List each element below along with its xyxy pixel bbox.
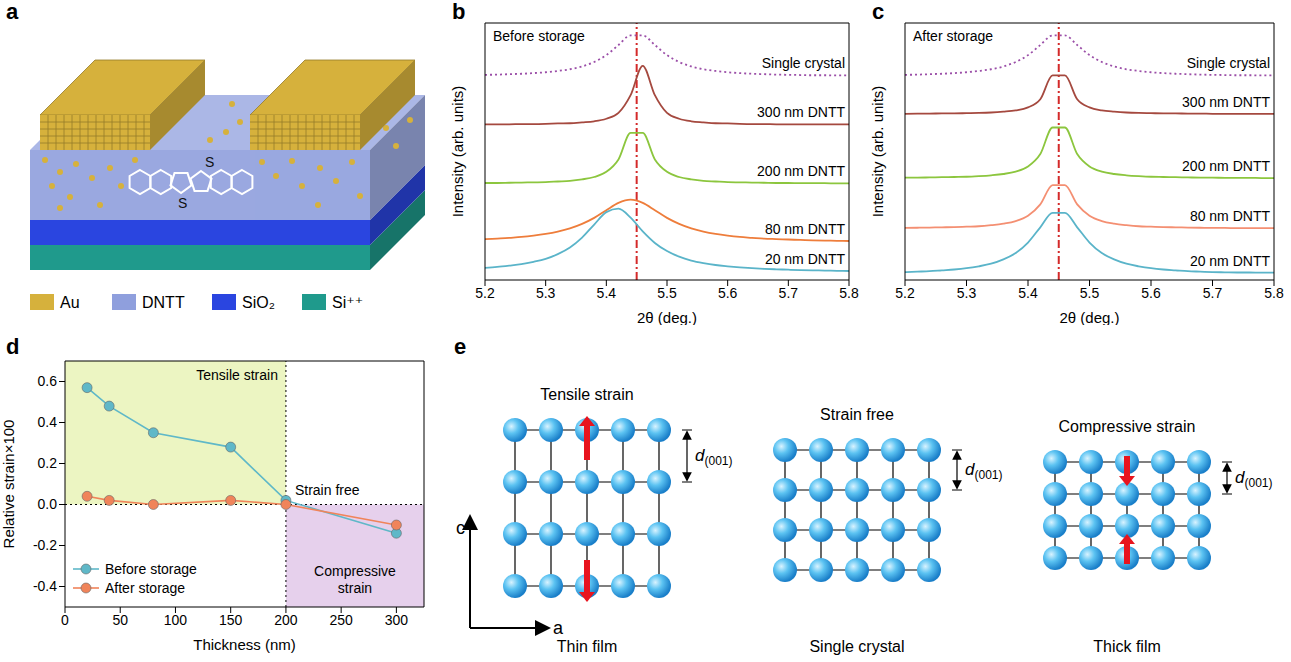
svg-text:100: 100	[164, 612, 188, 628]
svg-text:Thin film: Thin film	[557, 638, 617, 655]
svg-text:d(001): d(001)	[695, 446, 732, 468]
svg-text:5.8: 5.8	[839, 285, 859, 301]
svg-text:Single crystal: Single crystal	[762, 55, 845, 71]
svg-text:300: 300	[385, 612, 409, 628]
svg-text:5.4: 5.4	[597, 285, 617, 301]
svg-text:5.6: 5.6	[1141, 285, 1161, 301]
svg-text:5.6: 5.6	[718, 285, 738, 301]
svg-text:5.4: 5.4	[1018, 285, 1038, 301]
svg-text:Intensity (arb. units): Intensity (arb. units)	[450, 86, 466, 218]
svg-text:Tensile strain: Tensile strain	[540, 386, 633, 403]
svg-text:200 nm DNTT: 200 nm DNTT	[757, 163, 845, 179]
svg-text:80 nm DNTT: 80 nm DNTT	[1190, 208, 1271, 224]
svg-text:20 nm DNTT: 20 nm DNTT	[1190, 253, 1271, 269]
svg-text:Relative strain×100: Relative strain×100	[0, 420, 17, 549]
svg-text:5.8: 5.8	[1264, 285, 1284, 301]
svg-text:5.3: 5.3	[536, 285, 556, 301]
svg-text:5.2: 5.2	[895, 285, 915, 301]
svg-text:0.2: 0.2	[38, 455, 58, 471]
svg-text:Single crystal: Single crystal	[809, 638, 904, 655]
svg-text:DNTT: DNTT	[142, 294, 185, 311]
svg-text:0.4: 0.4	[38, 414, 58, 430]
svg-text:200 nm DNTT: 200 nm DNTT	[1182, 158, 1270, 174]
svg-text:300 nm DNTT: 300 nm DNTT	[757, 104, 845, 120]
html-text:e: e	[454, 334, 467, 359]
svg-text:250: 250	[329, 612, 353, 628]
html-text:After storage: After storage	[913, 28, 994, 44]
html-text:Before storage: Before storage	[493, 28, 585, 44]
html-text:Before storage: Before storage	[105, 560, 197, 577]
svg-text:150: 150	[219, 612, 243, 628]
svg-text:20 nm DNTT: 20 nm DNTT	[765, 251, 846, 267]
svg-text:5.2: 5.2	[475, 285, 495, 301]
svg-text:Thickness (nm): Thickness (nm)	[193, 636, 296, 653]
html-text:After storage: After storage	[105, 579, 186, 596]
svg-text:2θ (deg.): 2θ (deg.)	[1059, 309, 1119, 325]
svg-text:d(001): d(001)	[1235, 468, 1272, 490]
svg-text:Compressive strain: Compressive strain	[1059, 418, 1196, 435]
svg-text:Thick film: Thick film	[1093, 638, 1161, 655]
svg-text:0.6: 0.6	[38, 373, 58, 389]
svg-text:50: 50	[112, 612, 128, 628]
svg-text:-0.4: -0.4	[33, 578, 57, 594]
html-text:Strain free: Strain free	[294, 481, 360, 498]
svg-text:5.7: 5.7	[779, 285, 799, 301]
html-text:b: b	[452, 0, 466, 24]
svg-text:0: 0	[61, 612, 69, 628]
svg-text:2θ (deg.): 2θ (deg.)	[637, 309, 697, 325]
html-text:c: c	[872, 0, 885, 24]
svg-text:d(001): d(001)	[965, 460, 1002, 482]
svg-text:Au: Au	[60, 294, 80, 311]
html-text:Compressive strain: Compressive strain	[314, 563, 396, 596]
svg-text:5.5: 5.5	[1080, 285, 1100, 301]
svg-text:Intensity (arb. units): Intensity (arb. units)	[870, 86, 886, 218]
svg-text:Single crystal: Single crystal	[1187, 55, 1270, 71]
svg-text:S: S	[205, 154, 214, 170]
svg-text:Strain free: Strain free	[820, 406, 894, 423]
svg-text:200: 200	[274, 612, 298, 628]
svg-text:80 nm DNTT: 80 nm DNTT	[765, 221, 846, 237]
svg-text:5.7: 5.7	[1203, 285, 1223, 301]
svg-text:5.5: 5.5	[657, 285, 677, 301]
html-text:Tensile strain: Tensile strain	[196, 367, 278, 383]
svg-text:5.3: 5.3	[957, 285, 977, 301]
svg-text:a: a	[553, 618, 564, 638]
html-text:d: d	[6, 334, 20, 359]
svg-text:SiO₂: SiO₂	[242, 294, 275, 311]
html-text:a: a	[6, 0, 19, 24]
svg-text:-0.2: -0.2	[33, 537, 57, 553]
svg-text:c: c	[456, 518, 465, 538]
svg-text:S: S	[178, 195, 187, 211]
svg-text:Si⁺⁺: Si⁺⁺	[332, 294, 363, 311]
svg-text:0.0: 0.0	[38, 496, 58, 512]
svg-text:300 nm DNTT: 300 nm DNTT	[1182, 94, 1270, 110]
